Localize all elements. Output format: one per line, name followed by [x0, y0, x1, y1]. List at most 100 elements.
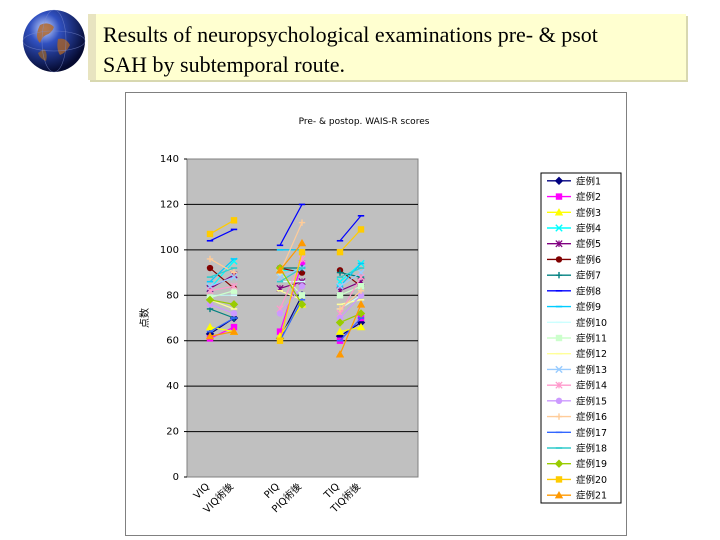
series-line-segment: [279, 242, 303, 271]
legend-swatch-marker: [555, 365, 563, 374]
data-point: [230, 217, 238, 224]
series-9: [209, 249, 362, 287]
data-point: [336, 269, 344, 276]
series-line-segment: [209, 331, 235, 337]
legend-swatch-marker: [555, 271, 563, 279]
legend-label: 症例5: [576, 238, 601, 250]
legend-label: 症例13: [576, 364, 607, 376]
data-point: [206, 301, 214, 308]
series-19: [209, 267, 362, 324]
data-point: [276, 328, 284, 335]
data-point: [206, 264, 214, 272]
series-line-segment: [339, 276, 362, 314]
y-tick-label: 140: [160, 154, 179, 165]
legend-label: 症例19: [576, 458, 607, 470]
legend-swatch-marker: [554, 459, 564, 468]
data-point: [230, 310, 238, 317]
legend-swatch-marker: [555, 381, 563, 389]
data-point: [297, 238, 307, 247]
data-point: [206, 255, 214, 263]
data-point: [357, 283, 365, 290]
series-line-segment: [209, 219, 235, 235]
series-line-segment: [209, 326, 235, 339]
series-line-segment: [279, 299, 303, 341]
legend-label: 症例1: [576, 175, 601, 187]
data-point: [357, 226, 365, 233]
series-18: [209, 267, 362, 283]
legend-swatch-marker: [555, 193, 563, 200]
series-line-segment: [339, 267, 362, 278]
series-line-segment: [279, 285, 303, 314]
legend-label: 症例6: [576, 254, 601, 266]
data-point: [276, 273, 284, 281]
title-banner: [88, 14, 686, 80]
data-point: [336, 248, 344, 256]
y-axis-label: 点数: [138, 308, 151, 328]
series-line-segment: [339, 272, 362, 287]
series-line-segment: [279, 204, 303, 246]
y-tick-label: 120: [160, 199, 179, 210]
series-line-segment: [339, 299, 362, 305]
series-line-segment: [209, 326, 235, 333]
slide-title-line2: SAH by subtemporal route.: [103, 52, 345, 77]
series-line-segment: [209, 299, 235, 310]
series-8: [209, 204, 362, 246]
data-point: [230, 269, 238, 276]
legend-label: 症例18: [576, 443, 607, 455]
data-point: [205, 322, 215, 331]
series-line-segment: [209, 258, 235, 283]
data-point: [356, 322, 366, 331]
series-line-segment: [339, 263, 362, 287]
series-line-segment: [209, 267, 235, 289]
data-point: [336, 305, 344, 313]
data-point: [356, 318, 366, 327]
legend-label: 症例4: [576, 223, 601, 235]
series-line-segment: [279, 267, 303, 278]
series-line-segment: [209, 276, 235, 287]
legend-label: 症例10: [576, 317, 607, 329]
legend-label: 症例14: [576, 380, 607, 392]
series-line-segment: [209, 260, 235, 289]
slide-title-line1: Results of neuropsychological examinatio…: [103, 22, 598, 47]
y-tick-label: 0: [173, 472, 179, 483]
series-20: [209, 219, 362, 341]
data-point: [357, 292, 365, 299]
y-tick-label: 60: [166, 336, 179, 347]
data-point: [230, 282, 238, 290]
legend-swatch-marker: [555, 397, 563, 405]
series-line-segment: [209, 290, 235, 299]
data-point: [206, 287, 214, 295]
plot-area: [186, 158, 419, 478]
series-line-segment: [339, 304, 362, 355]
slide-title: Results of neuropsychological examinatio…: [103, 20, 683, 80]
wais-r-line-chart: 0 20 40 60 80 100 120 140 Pre- & postop. WAIS-R …: [138, 117, 622, 516]
legend-swatch-marker: [555, 413, 563, 420]
series-line-segment: [279, 267, 303, 305]
data-point: [336, 314, 344, 322]
data-point: [357, 273, 365, 281]
series-line-segment: [209, 308, 235, 319]
x-tick-label: VIQ: [192, 481, 212, 501]
series-line-segment: [279, 267, 303, 274]
legend-label: 症例8: [576, 285, 601, 297]
series-line-segment: [209, 285, 235, 292]
data-point: [206, 230, 214, 238]
legend-swatch-marker: [555, 476, 563, 483]
legend-label: 症例20: [576, 474, 607, 486]
series-15: [209, 285, 362, 319]
data-point: [356, 300, 366, 308]
data-point: [357, 287, 365, 294]
y-tick-label: 20: [166, 427, 179, 438]
data-point: [336, 282, 344, 290]
chart-frame: 0 20 40 60 80 100 120 140 Pre- & postop. WAIS-R …: [125, 92, 627, 536]
legend-label: 症例3: [576, 207, 601, 219]
data-point: [335, 350, 345, 358]
legend-label: 症例21: [576, 490, 607, 502]
data-point: [205, 295, 215, 305]
data-point: [230, 273, 238, 281]
data-point: [298, 260, 306, 267]
legend-swatch-marker: [554, 176, 564, 186]
globe-logo-icon: [22, 9, 86, 73]
series-line-segment: [209, 228, 235, 242]
data-point: [356, 309, 366, 318]
